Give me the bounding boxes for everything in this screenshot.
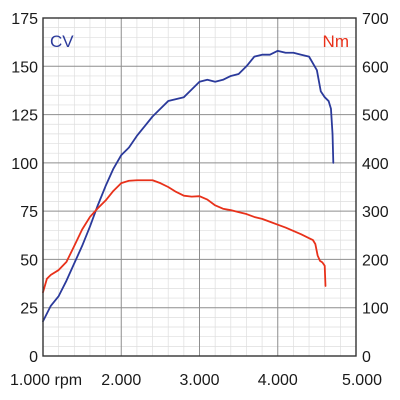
right-tick-label: 200	[362, 252, 389, 269]
left-tick-label: 50	[20, 252, 38, 269]
series-layer	[42, 49, 335, 323]
left-tick-label: 75	[20, 204, 38, 221]
left-tick-label: 150	[11, 59, 38, 76]
x-tick-label: 5.000	[342, 372, 382, 389]
x-tick-labels: 1.000 rpm 2.000 3.000 4.000 5.000	[10, 372, 382, 389]
right-tick-label: 600	[362, 59, 389, 76]
x-tick-label: 3.000	[179, 372, 219, 389]
left-tick-label: 0	[29, 349, 38, 366]
left-tick-labels: 0 25 50 75 100 125 150 175	[11, 11, 38, 366]
left-tick-label: 175	[11, 11, 38, 28]
x-tick-label: 1.000 rpm	[10, 372, 82, 389]
right-tick-label: 100	[362, 301, 389, 318]
left-tick-label: 100	[11, 156, 38, 173]
right-tick-labels: 0 100 200 300 400 500 600 700	[362, 11, 389, 366]
right-tick-label: 0	[362, 349, 371, 366]
right-tick-label: 700	[362, 11, 389, 28]
right-axis-label: Nm	[323, 32, 349, 51]
left-tick-label: 25	[20, 301, 38, 318]
plot-frame	[42, 17, 357, 357]
series-line-nm	[42, 179, 327, 294]
x-tick-label: 4.000	[258, 372, 298, 389]
right-tick-label: 500	[362, 108, 389, 125]
right-tick-label: 300	[362, 204, 389, 221]
left-tick-label: 125	[11, 108, 38, 125]
left-axis-label: CV	[50, 32, 74, 51]
right-tick-label: 400	[362, 156, 389, 173]
x-tick-label: 2.000	[101, 372, 141, 389]
